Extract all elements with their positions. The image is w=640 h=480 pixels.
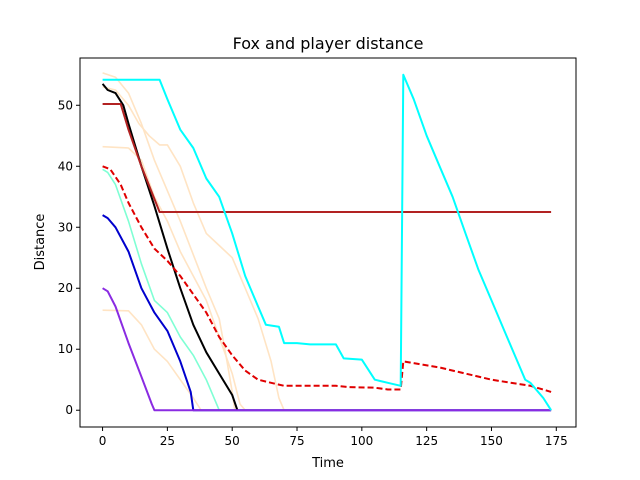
plot-area (80, 58, 576, 427)
y-tick-label: 40 (58, 159, 73, 173)
y-tick-label: 0 (65, 403, 73, 417)
chart-title: Fox and player distance (233, 34, 424, 53)
x-tick-label: 25 (160, 434, 175, 448)
y-axis-label: Distance (33, 214, 48, 271)
x-tick-label: 150 (480, 434, 503, 448)
y-tick-label: 50 (58, 98, 73, 112)
x-axis-label: Time (311, 456, 344, 471)
x-tick-label: 50 (225, 434, 240, 448)
x-tick-label: 0 (99, 434, 107, 448)
y-tick-label: 10 (58, 342, 73, 356)
x-tick-label: 175 (545, 434, 568, 448)
x-tick-label: 75 (289, 434, 304, 448)
x-tick-label: 100 (350, 434, 373, 448)
x-tick-label: 125 (415, 434, 438, 448)
y-tick-label: 20 (58, 281, 73, 295)
y-tick-label: 30 (58, 220, 73, 234)
